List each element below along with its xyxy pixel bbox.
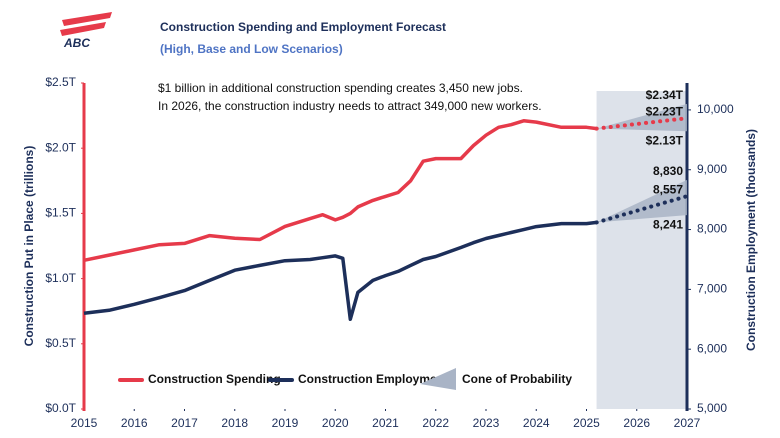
legend-label: Construction Employment (298, 372, 448, 386)
annotation: $1 billion in additional construction sp… (158, 81, 523, 95)
series-line (83, 119, 597, 263)
y-axis-title: Construction Put in Place (trillions) (22, 146, 36, 347)
x-tick-label: 2023 (473, 416, 500, 430)
x-tick-label: 2026 (623, 416, 650, 430)
chart-subtitle: (High, Base and Low Scenarios) (160, 42, 343, 56)
y2-axis-title: Construction Employment (thousands) (744, 129, 758, 351)
x-tick-label: 2025 (573, 416, 600, 430)
legend-label: Construction Spending (148, 372, 281, 386)
value-label: $2.23T (646, 104, 684, 118)
x-tick-label: 2024 (523, 416, 550, 430)
y2-tick-label: 8,000 (697, 222, 727, 236)
x-tick-label: 2021 (372, 416, 399, 430)
x-tick-label: 2027 (674, 416, 701, 430)
y-tick-label: $0.5T (45, 336, 76, 350)
y-tick-label: $2.0T (45, 140, 76, 154)
y-tick-label: $1.0T (45, 271, 76, 285)
series-line (83, 220, 597, 322)
y2-tick-label: 5,000 (697, 401, 727, 415)
annotation: In 2026, the construction industry needs… (158, 99, 542, 113)
x-tick-label: 2022 (422, 416, 449, 430)
value-label: 8,557 (653, 182, 683, 196)
forecast-line (594, 116, 689, 131)
legend-label: Cone of Probability (462, 372, 572, 386)
x-tick-label: 2018 (221, 416, 248, 430)
forecast-region (596, 91, 687, 409)
logo (60, 12, 112, 36)
chart-title: Construction Spending and Employment For… (160, 20, 446, 34)
y2-tick-label: 10,000 (697, 102, 734, 116)
x-tick-label: 2016 (121, 416, 148, 430)
y-tick-label: $2.5T (45, 75, 76, 89)
x-tick-label: 2015 (71, 416, 98, 430)
value-label: 8,830 (653, 164, 683, 178)
cone (596, 179, 687, 223)
y-tick-label: $0.0T (45, 401, 76, 415)
y2-tick-label: 7,000 (697, 282, 727, 296)
value-label: $2.34T (646, 88, 684, 102)
x-tick-label: 2017 (171, 416, 198, 430)
y2-tick-label: 6,000 (697, 341, 727, 355)
logo-stripes (60, 12, 112, 36)
value-label: 8,241 (653, 217, 683, 231)
logo-text: ABC (63, 36, 90, 50)
x-tick-label: 2020 (322, 416, 349, 430)
forecast-line (594, 194, 689, 225)
legend-swatch (420, 368, 456, 390)
cone (596, 103, 687, 132)
y-tick-label: $1.5T (45, 206, 76, 220)
y2-tick-label: 9,000 (697, 162, 727, 176)
value-label: $2.13T (646, 133, 684, 147)
x-tick-label: 2019 (272, 416, 299, 430)
